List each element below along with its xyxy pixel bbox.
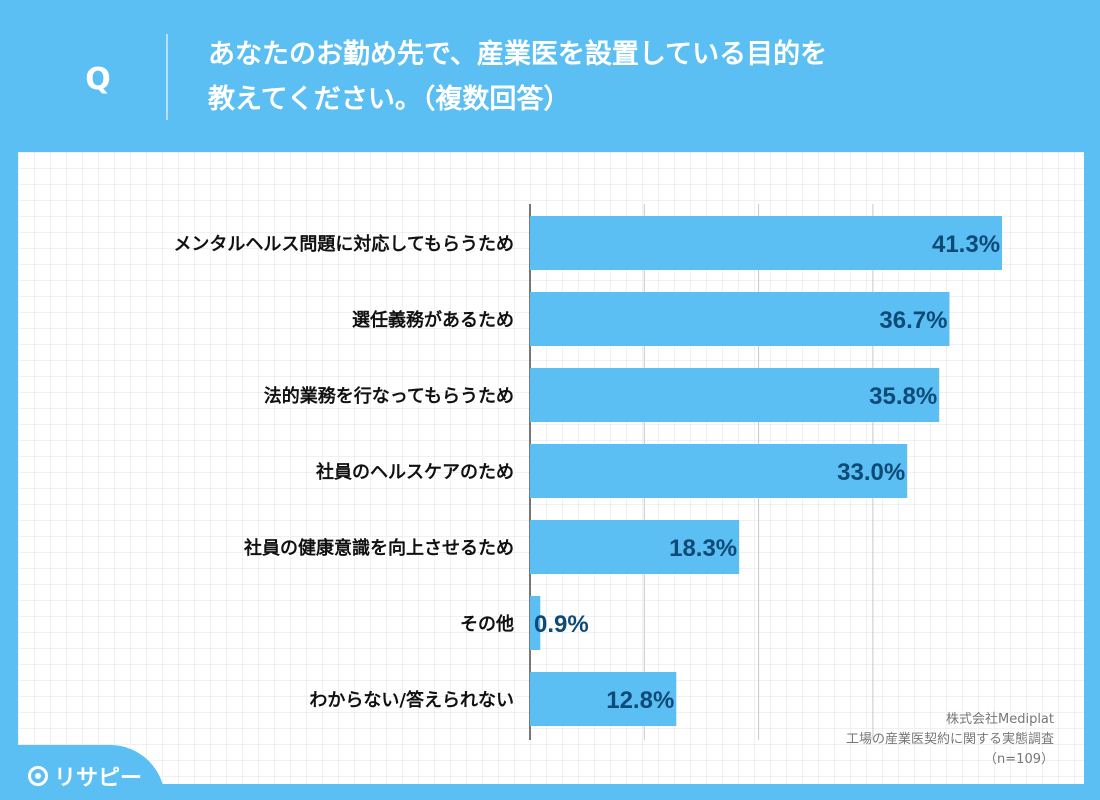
category-label: メンタルヘルス問題に対応してもらうため: [173, 233, 514, 255]
chart-panel: メンタルヘルス問題に対応してもらうため 41.3% 選任義務があるため 36.7% 法的…: [18, 152, 1084, 784]
footnote-sample: （n=109）: [984, 752, 1054, 767]
question-line-1: あなたのお勤め先で、産業医を設置している目的を: [208, 39, 828, 70]
data-label: 12.8%: [606, 687, 674, 714]
bar-chart: メンタルヘルス問題に対応してもらうため 41.3% 選任義務があるため 36.7% 法的…: [173, 204, 1003, 740]
bar: [530, 596, 541, 650]
source-footnote: 株式会社Mediplat 工場の産業医契約に関する実態調査 （n=109）: [846, 710, 1054, 770]
brand-name: リサピー: [54, 766, 143, 791]
bar: [530, 520, 740, 574]
category-label: 社員のヘルスケアのため: [316, 461, 514, 483]
data-label: 36.7%: [879, 307, 947, 334]
data-label: 33.0%: [837, 459, 905, 486]
data-label: 41.3%: [932, 231, 1000, 258]
data-label: 35.8%: [869, 383, 937, 410]
footnote-survey: 工場の産業医契約に関する実態調査: [845, 732, 1054, 747]
bar: [530, 292, 950, 346]
bar: [530, 368, 940, 422]
category-label: 法的業務を行なってもらうため: [264, 385, 514, 407]
bar: [530, 444, 908, 498]
data-label: 18.3%: [669, 535, 737, 562]
bar: [530, 672, 677, 726]
brand-logo: リサピー: [28, 760, 142, 792]
question-label: Q: [85, 62, 111, 97]
bar: [530, 216, 1003, 270]
header-divider: [166, 34, 168, 120]
question-text: あなたのお勤め先で、産業医を設置している目的を 教えてください。（複数回答）: [208, 32, 1068, 122]
category-label: その他: [460, 613, 514, 635]
category-label: わからない/答えられない: [309, 689, 514, 711]
pin-icon: [28, 766, 48, 786]
brand-tab: リサピー: [0, 745, 165, 800]
question-line-2: 教えてください。（複数回答）: [208, 84, 571, 115]
footnote-company: 株式会社Mediplat: [945, 712, 1054, 727]
category-label: 社員の健康意識を向上させるため: [244, 537, 514, 559]
category-label: 選任義務があるため: [352, 309, 514, 331]
data-label: 0.9%: [534, 611, 589, 638]
